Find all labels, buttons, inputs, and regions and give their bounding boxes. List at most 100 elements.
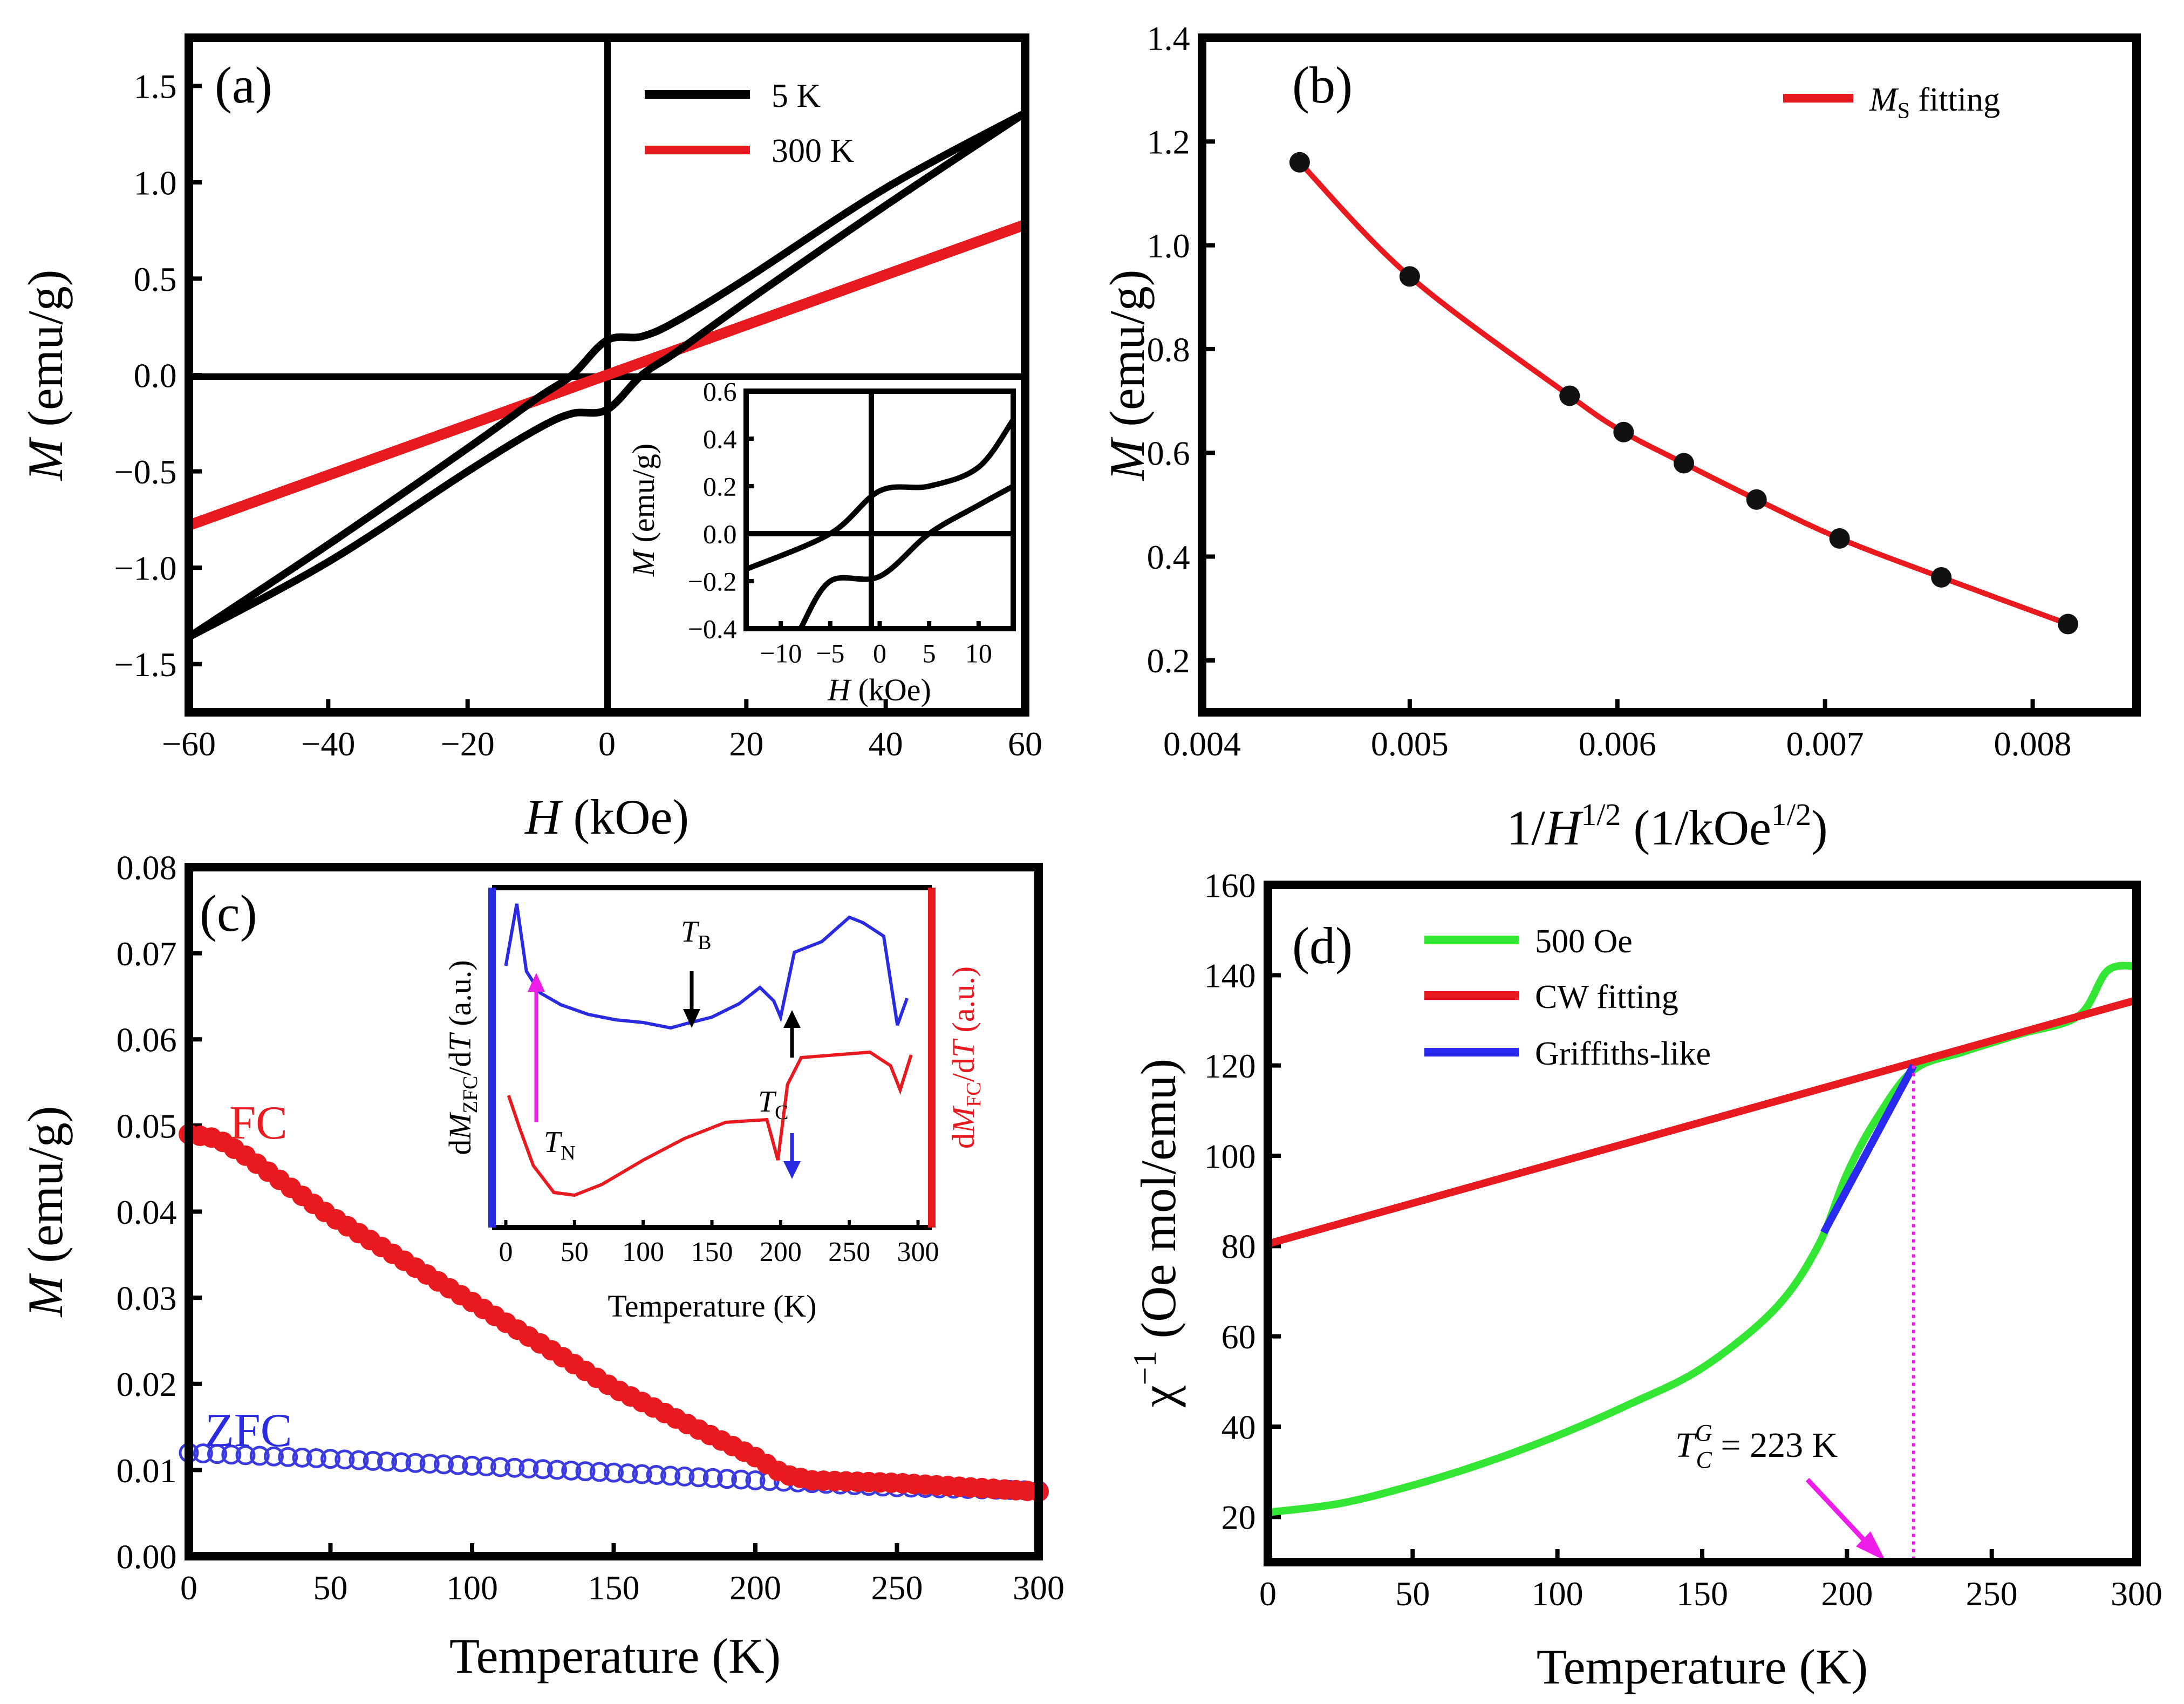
panel-c-xlabel: Temperature (K) bbox=[449, 1628, 781, 1683]
panel-a-inset-upper-branch bbox=[745, 418, 1016, 572]
panel-b-data-point bbox=[2057, 614, 2078, 635]
panel-b-data-point bbox=[1829, 528, 1850, 549]
panel-a-ytick-label: 0.0 bbox=[134, 356, 177, 394]
panel-c-zfc-marker bbox=[306, 1448, 326, 1469]
panel-d-legend-500oe: 500 Oe bbox=[1535, 923, 1633, 960]
panel-a-ytick-label: −0.5 bbox=[114, 453, 177, 491]
panel-b-y-ticks: 0.2 0.4 0.6 0.8 1.0 1.2 1.4 bbox=[1147, 19, 1215, 680]
panel-d-tc-arrow bbox=[1805, 1477, 1873, 1550]
panel-c-zfc-marker bbox=[604, 1462, 624, 1483]
panel-c-zfc-marker bbox=[193, 1443, 213, 1464]
panel-c-zfc-marker bbox=[731, 1469, 752, 1490]
panel-c-ytick-label: 0.05 bbox=[117, 1107, 177, 1145]
panel-c-inset-xtick-label: 0 bbox=[499, 1237, 513, 1267]
panel-d-tc-arrowhead bbox=[1856, 1531, 1886, 1561]
panel-c-zfc-marker bbox=[646, 1464, 666, 1485]
panel-a-inset: −10 −5 0 5 10 −0.4 −0.2 0.0 0.2 0.4 0.6 H (kOe) M… bbox=[626, 377, 1016, 707]
panel-c-zfc-marker bbox=[674, 1466, 695, 1487]
panel-a-inset-ytick-label: 0.4 bbox=[703, 424, 737, 454]
panel-c-zfc-marker bbox=[561, 1460, 582, 1481]
panel-c-zfc-marker bbox=[490, 1457, 510, 1477]
panel-c-zfc-marker bbox=[335, 1449, 355, 1470]
panel-d-ytick-label: 140 bbox=[1204, 957, 1256, 995]
panel-c-zfc-marker bbox=[221, 1444, 242, 1465]
panel-c-zfc-marker bbox=[419, 1454, 440, 1474]
panel-a: −60 −40 −20 0 20 40 60 −1.5 −1.0 −0.5 0.0 0.5 1.0 1.… bbox=[18, 33, 1042, 844]
panel-d-cw-fit-line bbox=[1267, 996, 2138, 1248]
panel-b-data-point bbox=[1931, 567, 1952, 588]
panel-a-inset-ytick-label: −0.2 bbox=[688, 567, 737, 597]
panel-d-frame bbox=[1264, 881, 2141, 1566]
panel-a-ylabel: M (emu/g) bbox=[18, 270, 73, 482]
panel-c-zfc-marker bbox=[207, 1444, 227, 1464]
panel-c: 0 50 100 150 200 250 300 0.000.010.020.030.040… bbox=[18, 848, 1064, 1683]
panel-a-inset-xlabel: H (kOe) bbox=[827, 672, 931, 707]
panel-c-xtick-label: 200 bbox=[729, 1569, 781, 1607]
panel-c-xtick-label: 0 bbox=[180, 1569, 197, 1607]
panel-b-x-ticks: 0.004 0.005 0.006 0.007 0.008 bbox=[1163, 699, 2072, 763]
panel-c-zfc-marker bbox=[547, 1460, 567, 1480]
panel-c-tb-arrowhead bbox=[683, 1009, 700, 1028]
panel-d-legend-griffiths: Griffiths-like bbox=[1535, 1035, 1711, 1072]
panel-c-zfc-marker bbox=[717, 1469, 737, 1489]
panel-a-inset-xtick-label: 0 bbox=[873, 638, 886, 669]
panel-d: 0 50 100 150 200 250 300 20406080100120140160 … bbox=[1127, 866, 2162, 1694]
panel-c-zfc-marker bbox=[518, 1458, 539, 1479]
panel-b-ytick-label: 1.4 bbox=[1147, 19, 1190, 57]
panel-b-ytick-label: 1.0 bbox=[1147, 227, 1190, 265]
panel-a-5k-ascending-branch bbox=[187, 110, 1027, 640]
panel-b-label: (b) bbox=[1292, 56, 1353, 114]
panel-c-zfc-marker bbox=[235, 1445, 256, 1466]
panel-a-xtick-label: −60 bbox=[162, 725, 216, 763]
panel-d-ytick-label: 60 bbox=[1221, 1318, 1256, 1356]
panel-c-inset-dfc-curve bbox=[507, 1050, 913, 1197]
panel-d-xtick-label: 0 bbox=[1259, 1575, 1277, 1613]
panel-b-points bbox=[1289, 152, 2078, 635]
panel-d-xtick-label: 50 bbox=[1395, 1575, 1430, 1613]
panel-b-ytick-label: 0.4 bbox=[1147, 538, 1190, 576]
panel-c-tc-label: TC bbox=[758, 1085, 789, 1124]
panel-c-xtick-label: 50 bbox=[313, 1569, 348, 1607]
panel-c-inset-xtick-label: 150 bbox=[691, 1237, 733, 1267]
panel-c-ytick-label: 0.01 bbox=[117, 1451, 177, 1490]
panel-d-x-ticks: 0 50 100 150 200 250 300 bbox=[1259, 1549, 2162, 1613]
panel-d-xtick-label: 200 bbox=[1821, 1575, 1873, 1613]
panel-c-zfc-marker bbox=[660, 1466, 680, 1486]
panel-a-300k-line bbox=[187, 219, 1027, 531]
panel-a-inset-frame bbox=[743, 388, 1016, 631]
panel-b-data-point bbox=[1399, 266, 1420, 287]
panel-a-xtick-label: 0 bbox=[598, 725, 616, 763]
panel-c-inset-x-ticks: 0 50 100 150 200 250 300 bbox=[499, 1220, 939, 1267]
panel-b: 0.004 0.005 0.006 0.007 0.008 0.2 0.4 0.6 0.8 1.… bbox=[1100, 19, 2141, 855]
panel-c-inset-bg bbox=[492, 888, 932, 1228]
panel-c-fc-markers bbox=[179, 1123, 1049, 1502]
panel-b-ylabel: M (emu/g) bbox=[1100, 270, 1155, 482]
panel-c-zfc-marker bbox=[349, 1450, 369, 1470]
panel-c-zfc-marker bbox=[462, 1455, 482, 1476]
panel-d-ylabel: χ−1 (Oe mol/emu) bbox=[1127, 1059, 1186, 1408]
panel-c-zfc-marker bbox=[264, 1446, 284, 1467]
panel-c-zfc-marker bbox=[533, 1459, 553, 1480]
panel-c-label: (c) bbox=[200, 884, 257, 942]
panel-c-inset-xtick-label: 100 bbox=[622, 1237, 664, 1267]
panel-c-tb-label: TB bbox=[681, 915, 712, 954]
panel-b-ytick-label: 1.2 bbox=[1147, 123, 1190, 161]
panel-d-ytick-label: 100 bbox=[1204, 1137, 1256, 1175]
panel-a-inset-lower-branch bbox=[798, 483, 1015, 630]
panel-c-zfc-marker bbox=[618, 1463, 638, 1484]
panel-c-inset-xlabel: Temperature (K) bbox=[608, 1289, 816, 1324]
panel-d-ytick-label: 120 bbox=[1204, 1047, 1256, 1085]
panel-c-xtick-label: 100 bbox=[446, 1569, 498, 1607]
panel-c-ytick-label: 0.08 bbox=[117, 848, 177, 887]
panel-b-xtick-label: 0.008 bbox=[1994, 725, 2072, 763]
panel-b-ms-fit-curve bbox=[1298, 160, 2069, 627]
panel-c-ytick-label: 0.02 bbox=[117, 1365, 177, 1403]
panel-d-ytick-label: 20 bbox=[1221, 1498, 1256, 1537]
panel-a-inset-xtick-label: −10 bbox=[760, 638, 802, 669]
panel-c-tn-arrowhead bbox=[528, 973, 545, 992]
panel-c-zfc-marker bbox=[391, 1452, 412, 1473]
panel-a-legend-300k: 300 K bbox=[772, 133, 855, 169]
panel-a-ytick-label: 1.5 bbox=[134, 67, 177, 106]
panel-a-5k-descending-branch bbox=[187, 110, 1027, 640]
panel-c-inset-ylabel-left: dMZFC/dT (a.u.) bbox=[442, 960, 482, 1155]
